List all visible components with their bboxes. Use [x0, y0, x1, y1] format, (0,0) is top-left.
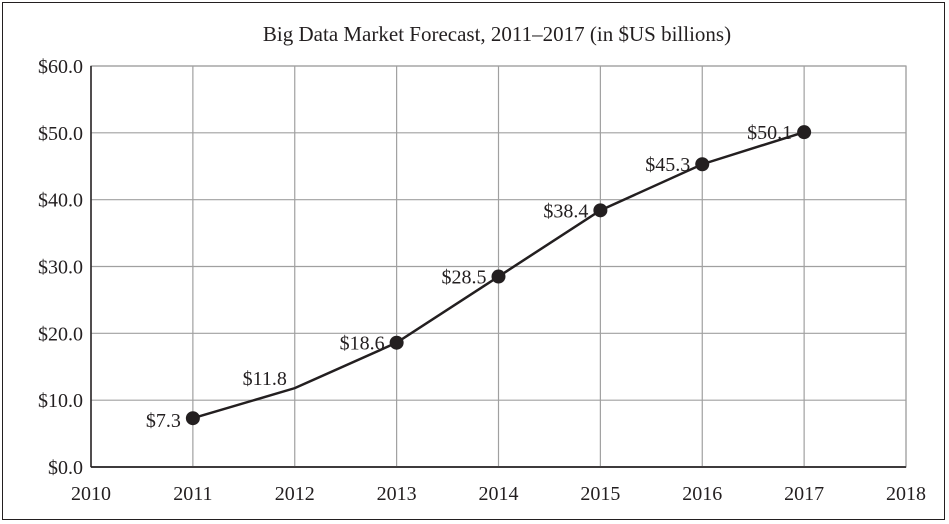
y-tick-label: $60.0: [38, 56, 83, 78]
y-tick-label: $0.0: [48, 457, 83, 479]
data-point-marker: [185, 411, 200, 426]
data-point-marker: [389, 335, 404, 350]
axes: [90, 65, 907, 468]
data-label: $45.3: [645, 154, 690, 176]
data-series: [185, 125, 812, 426]
data-point-marker: [491, 269, 506, 284]
y-axis-tick-labels: $0.0 $10.0 $20.0 $30.0 $40.0 $50.0 $60.0: [38, 56, 83, 479]
x-tick-label: 2018: [886, 483, 926, 505]
data-label: $7.3: [146, 410, 181, 432]
x-tick-label: 2016: [682, 483, 722, 505]
data-point-marker: [695, 157, 710, 172]
x-tick-label: 2017: [784, 483, 824, 505]
x-tick-label: 2010: [71, 483, 111, 505]
data-label: $50.1: [747, 122, 792, 144]
data-label: $11.8: [243, 368, 287, 390]
x-tick-label: 2013: [377, 483, 417, 505]
y-tick-label: $40.0: [38, 190, 83, 212]
y-tick-label: $50.0: [38, 123, 83, 145]
data-labels: $7.3 $11.8 $18.6 $28.5 $38.4 $45.3 $50.1: [146, 122, 792, 432]
x-tick-label: 2014: [479, 483, 519, 505]
data-point-marker: [593, 203, 608, 218]
y-tick-label: $30.0: [38, 257, 83, 279]
chart-title: Big Data Market Forecast, 2011–2017 (in …: [263, 22, 731, 46]
x-tick-label: 2015: [580, 483, 620, 505]
x-axis-tick-labels: 2010 2011 2012 2013 2014 2015 2016 2017 2018: [71, 483, 926, 505]
y-tick-label: $20.0: [38, 323, 83, 345]
y-tick-label: $10.0: [38, 390, 83, 412]
data-label: $28.5: [442, 267, 487, 289]
data-label: $38.4: [543, 200, 588, 222]
data-label: $18.6: [340, 333, 385, 355]
data-point-marker: [797, 125, 812, 140]
x-tick-label: 2011: [173, 483, 212, 505]
x-tick-label: 2012: [275, 483, 315, 505]
